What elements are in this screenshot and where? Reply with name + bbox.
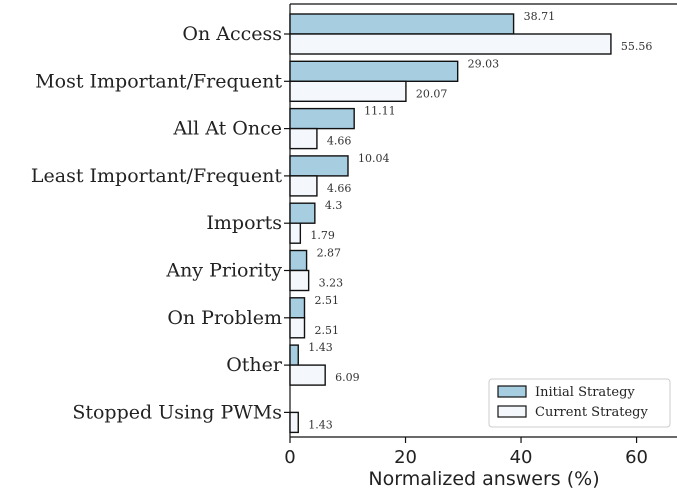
data-label: 6.09 — [335, 371, 360, 384]
initial-strategy-bar — [289, 155, 349, 177]
current-strategy-bar — [289, 222, 302, 244]
current-strategy-bar — [289, 269, 310, 292]
data-label: 1.43 — [308, 418, 333, 431]
legend-label: Current Strategy — [535, 405, 649, 420]
initial-strategy-bar — [289, 344, 299, 366]
data-label: 20.07 — [416, 87, 448, 100]
category-label: On Problem — [167, 307, 282, 329]
data-label: 4.66 — [327, 135, 352, 148]
current-strategy-bar — [289, 364, 326, 386]
category-label: Most Important/Frequent — [35, 70, 282, 92]
x-tick-label: 20 — [394, 447, 417, 468]
category-label: All At Once — [172, 118, 282, 140]
initial-strategy-bar — [289, 107, 355, 130]
current-strategy-bar — [289, 33, 612, 55]
data-label: 4.66 — [327, 182, 352, 195]
category-label: Other — [226, 354, 283, 376]
legend-swatch — [497, 385, 527, 398]
data-label: 2.51 — [314, 294, 339, 307]
current-strategy-bar — [289, 411, 299, 434]
category-label: Least Important/Frequent — [31, 165, 282, 187]
x-tick-label: 40 — [510, 447, 533, 468]
data-label: 4.3 — [325, 199, 343, 212]
data-label: 1.79 — [310, 229, 335, 242]
x-axis-title: Normalized answers (%) — [368, 468, 599, 490]
data-label: 38.71 — [524, 10, 556, 23]
initial-strategy-bar — [289, 60, 459, 82]
category-label: Any Priority — [165, 260, 282, 282]
data-label: 11.11 — [364, 105, 396, 118]
data-label: 55.56 — [621, 40, 653, 53]
current-strategy-bar — [289, 80, 407, 103]
plot-area: 0 20 40 60 On Access 38.71 55.56 Most Important… — [31, 3, 677, 468]
current-strategy-bar — [289, 317, 306, 339]
x-tick-label: 0 — [284, 447, 295, 468]
initial-strategy-bar — [289, 297, 306, 319]
data-label: 29.03 — [468, 57, 500, 70]
data-label: 1.43 — [308, 341, 333, 354]
current-strategy-bar — [289, 127, 318, 150]
initial-strategy-bar — [289, 202, 316, 224]
initial-strategy-bar — [289, 249, 308, 272]
data-label: 10.04 — [358, 152, 390, 165]
legend-box — [488, 378, 671, 428]
data-label: 2.51 — [314, 324, 339, 337]
data-label: 3.23 — [319, 277, 344, 290]
category-label: Stopped Using PWMs — [72, 401, 282, 423]
data-label: 2.87 — [317, 247, 342, 260]
legend-label: Initial Strategy — [535, 385, 635, 400]
initial-strategy-bar — [289, 13, 515, 35]
legend-swatch — [497, 405, 527, 418]
category-label: On Access — [182, 23, 282, 45]
current-strategy-bar — [289, 175, 318, 197]
x-tick-label: 60 — [625, 447, 648, 468]
category-label: Imports — [206, 212, 282, 234]
